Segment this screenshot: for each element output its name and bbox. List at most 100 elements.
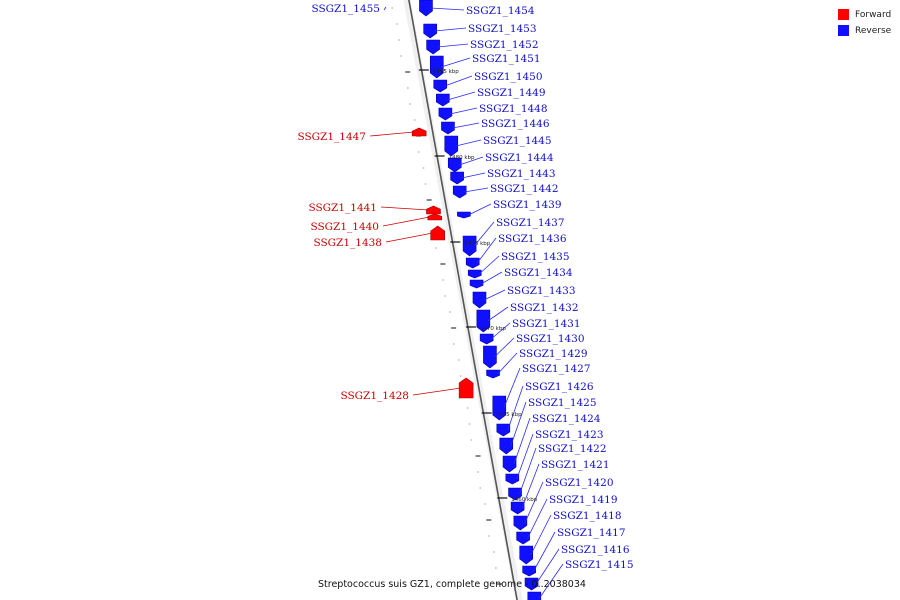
reverse-gene-shape <box>496 423 511 437</box>
forward-gene-shape <box>427 213 443 221</box>
reverse-gene-leader <box>538 563 564 600</box>
reverse-gene-leader <box>468 203 492 216</box>
reverse-gene-shape <box>524 577 539 591</box>
reverse-gene-shape <box>510 501 525 515</box>
reverse-gene-shape <box>519 545 534 565</box>
legend-forward: Forward <box>838 9 891 20</box>
reverse-gene-leader <box>527 498 548 539</box>
reverse-gene-label: SSGZ1_1416 <box>561 544 630 556</box>
reverse-gene-leader <box>535 548 560 585</box>
forward-gene-leader <box>383 6 387 11</box>
reverse-gene-label: SSGZ1_1443 <box>487 168 556 180</box>
reverse-gene-shape <box>436 93 450 107</box>
reverse-gene-shape <box>438 107 453 121</box>
reverse-gene-leader <box>483 289 506 301</box>
reverse-gene-leader <box>513 417 531 465</box>
forward-swatch <box>838 9 849 20</box>
reverse-gene-leader <box>452 122 480 129</box>
reverse-gene-leader <box>464 187 489 193</box>
reverse-gene-shape <box>423 23 437 39</box>
reverse-gene-label: SSGZ1_1431 <box>512 318 581 330</box>
reverse-gene-label: SSGZ1_1448 <box>479 103 548 115</box>
reverse-gene-label: SSGZ1_1429 <box>519 348 588 360</box>
reverse-gene-label: SSGZ1_1433 <box>507 285 576 297</box>
scale-label: 1480 kbp <box>449 155 475 161</box>
reverse-gene-shape <box>452 185 467 199</box>
reverse-gene-label: SSGZ1_1444 <box>485 152 554 164</box>
forward-gene-shape <box>458 377 474 399</box>
forward-gene-leader <box>380 206 429 211</box>
reverse-gene-leader <box>476 237 497 264</box>
reverse-gene-leader <box>447 91 476 101</box>
reverse-gene-leader <box>507 385 524 431</box>
reverse-gene-shape <box>479 333 494 345</box>
reverse-gene-label: SSGZ1_1442 <box>490 183 559 195</box>
reverse-gene-leader <box>459 156 484 166</box>
reverse-gene-label: SSGZ1_1418 <box>553 510 622 522</box>
reverse-gene-shape <box>462 235 477 257</box>
scale-label: 1460 kbp <box>511 497 537 503</box>
reverse-gene-shape <box>516 531 530 545</box>
forward-gene-label: SSGZ1_1447 <box>297 131 366 143</box>
reverse-gene-shape <box>429 55 444 79</box>
forward-gene-leader <box>369 131 415 137</box>
scale-label: 1470 kbp <box>480 326 506 332</box>
reverse-gene-label: SSGZ1_1415 <box>565 559 634 571</box>
reverse-gene-label: SSGZ1_1449 <box>477 87 546 99</box>
forward-gene-shape <box>430 225 446 241</box>
legend-forward-label: Forward <box>855 9 892 20</box>
reverse-gene-label: SSGZ1_1446 <box>481 118 550 130</box>
reverse-gene-leader <box>430 7 465 11</box>
reverse-gene-leader <box>516 433 534 480</box>
reverse-gene-label: SSGZ1_1452 <box>470 39 539 51</box>
reverse-gene-leader <box>473 221 495 247</box>
reverse-gene-leader <box>434 27 467 32</box>
reverse-gene-shape <box>450 171 464 185</box>
reverse-gene-leader <box>510 401 527 447</box>
reverse-gene-shape <box>513 515 528 531</box>
reverse-gene-leader <box>478 255 500 275</box>
forward-gene-label: SSGZ1_1440 <box>310 221 379 233</box>
reverse-gene-label: SSGZ1_1453 <box>468 23 537 35</box>
reverse-gene-label: SSGZ1_1420 <box>545 477 614 489</box>
legend-reverse-label: Reverse <box>855 25 892 36</box>
reverse-gene-leader <box>497 352 518 375</box>
reverse-gene-shape <box>444 135 459 157</box>
reverse-gene-label: SSGZ1_1434 <box>504 267 573 279</box>
reverse-gene-label: SSGZ1_1432 <box>510 302 579 314</box>
reverse-gene-label: SSGZ1_1454 <box>466 5 535 17</box>
forward-gene-shape <box>411 127 427 137</box>
reverse-gene-label: SSGZ1_1445 <box>483 135 552 147</box>
reverse-gene-label: SSGZ1_1421 <box>541 459 610 471</box>
scale-label: 1475 kbp <box>464 241 490 247</box>
genome-caption: Streptococcus suis GZ1, complete genome … <box>318 579 586 590</box>
reverse-gene-leader <box>494 337 515 358</box>
reverse-gene-shape <box>502 455 517 473</box>
reverse-gene-shape <box>472 291 487 309</box>
reverse-gene-label: SSGZ1_1423 <box>535 429 604 441</box>
forward-gene-label: SSGZ1_1441 <box>308 202 377 214</box>
reverse-gene-label: SSGZ1_1451 <box>472 53 541 65</box>
reverse-gene-shape <box>469 279 484 289</box>
reverse-gene-label: SSGZ1_1422 <box>538 443 607 455</box>
reverse-gene-shape <box>476 309 491 333</box>
reverse-gene-leader <box>519 447 537 495</box>
reverse-gene-label: SSGZ1_1437 <box>496 217 565 229</box>
reverse-gene-leader <box>524 481 544 524</box>
reverse-gene-shape <box>483 345 497 369</box>
reverse-gene-leader <box>490 322 511 340</box>
reverse-gene-shape <box>508 487 522 501</box>
scale-label: 1485 kbp <box>433 69 459 75</box>
reverse-gene-label: SSGZ1_1439 <box>493 199 562 211</box>
reverse-gene-leader <box>449 107 478 115</box>
reverse-gene-label: SSGZ1_1430 <box>516 333 585 345</box>
reverse-gene-shape <box>426 39 440 55</box>
forward-gene-label: SSGZ1_1455 <box>311 3 380 15</box>
reverse-gene-label: SSGZ1_1426 <box>525 381 594 393</box>
reverse-gene-shape <box>457 211 471 219</box>
reverse-gene-label: SSGZ1_1427 <box>522 363 591 375</box>
reverse-gene-shape <box>492 395 507 421</box>
forward-gene-leader <box>385 232 433 243</box>
forward-gene-leader <box>382 216 430 227</box>
